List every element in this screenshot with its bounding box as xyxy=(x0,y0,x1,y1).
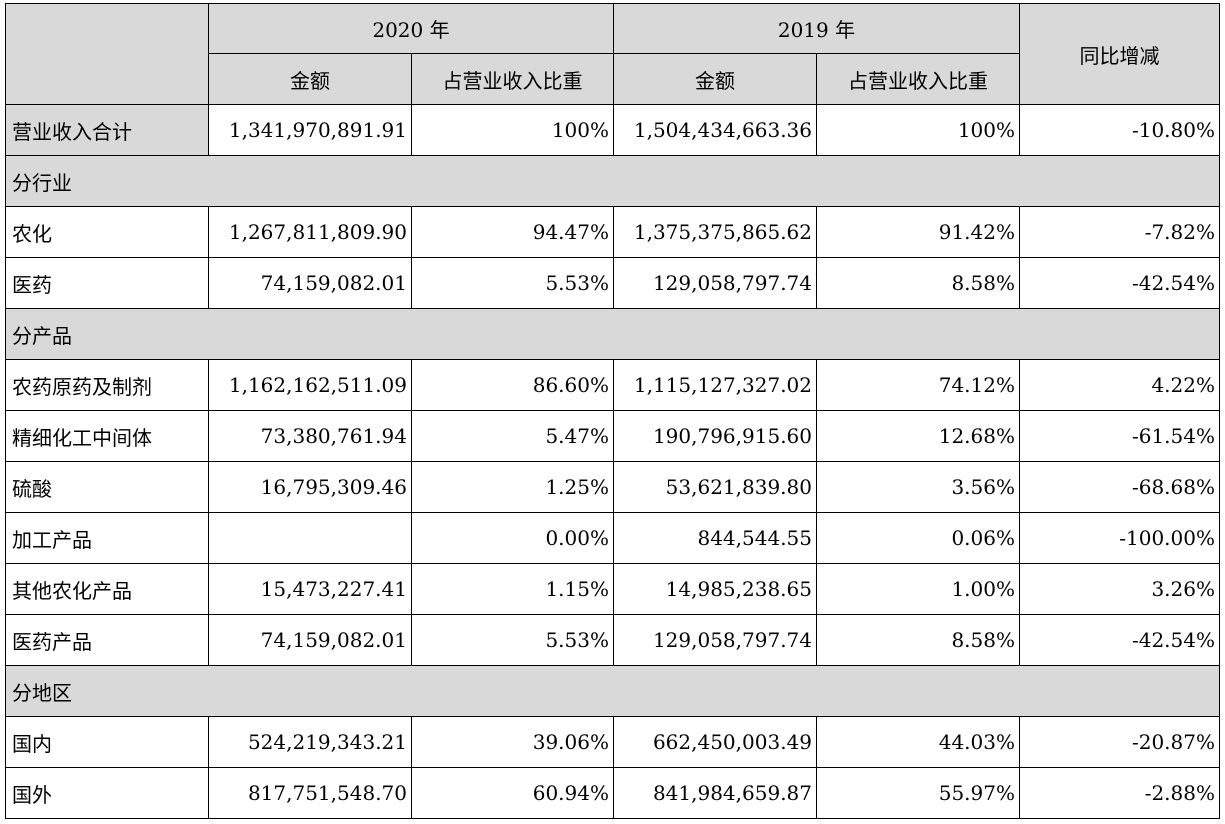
table-row: 加工产品 0.00% 844,544.55 0.06% -100.00% xyxy=(5,512,1220,564)
amount-2019-cell: 190,796,915.60 xyxy=(613,410,817,462)
ratio-2019-cell: 55.97% xyxy=(816,767,1020,819)
ratio-2020-cell: 5.47% xyxy=(411,410,614,462)
table-row: 国外 817,751,548.70 60.94% 841,984,659.87 55.9… xyxy=(5,767,1220,819)
header-row-columns: 金额 占营业收入比重 金额 占营业收入比重 xyxy=(6,53,1220,105)
section-label: 分行业 xyxy=(5,155,1220,207)
revenue-composition-table: 2020 年 2019 年 同比增减 金额 占营业收入比重 金额 占营业收入比重… xyxy=(5,3,1220,819)
ratio-2019-cell: 8.58% xyxy=(816,614,1020,666)
ratio-2020-cell: 86.60% xyxy=(411,359,614,411)
amount-2019-cell: 53,621,839.80 xyxy=(613,461,817,513)
amount-2020-cell: 1,341,970,891.91 xyxy=(208,104,412,156)
yoy-cell: 4.22% xyxy=(1019,359,1220,411)
row-label: 国外 xyxy=(5,767,209,819)
header-year-2019: 2019 年 xyxy=(613,3,1020,54)
row-label: 医药 xyxy=(5,257,209,309)
section-label: 分产品 xyxy=(5,308,1220,360)
amount-2020-cell: 524,219,343.21 xyxy=(208,716,412,768)
ratio-2019-cell: 12.68% xyxy=(816,410,1020,462)
amount-2019-cell: 1,375,375,865.62 xyxy=(613,206,817,258)
ratio-2019-cell: 8.58% xyxy=(816,257,1020,309)
header-amount-2019: 金额 xyxy=(613,53,817,105)
amount-2019-cell: 844,544.55 xyxy=(613,512,817,564)
row-label: 农化 xyxy=(5,206,209,258)
header-year-2020: 2020 年 xyxy=(208,3,614,54)
table-row: 医药产品 74,159,082.01 5.53% 129,058,797.74 8.58… xyxy=(5,614,1220,666)
ratio-2019-cell: 0.06% xyxy=(816,512,1020,564)
table-row: 医药 74,159,082.01 5.53% 129,058,797.74 8.58% -… xyxy=(5,257,1220,309)
table-row: 硫酸 16,795,309.46 1.25% 53,621,839.80 3.56% -6… xyxy=(5,461,1220,513)
row-label: 加工产品 xyxy=(5,512,209,564)
total-row: 营业收入合计 1,341,970,891.91 100% 1,504,434,663.… xyxy=(5,104,1220,156)
yoy-cell: -20.87% xyxy=(1019,716,1220,768)
ratio-2019-cell: 3.56% xyxy=(816,461,1020,513)
amount-2020-cell xyxy=(208,512,412,564)
amount-2020-cell: 15,473,227.41 xyxy=(208,563,412,615)
table-row: 农化 1,267,811,809.90 94.47% 1,375,375,865.62… xyxy=(5,206,1220,258)
section-row: 分产品 xyxy=(5,308,1220,360)
yoy-cell: -42.54% xyxy=(1019,257,1220,309)
amount-2019-cell: 841,984,659.87 xyxy=(613,767,817,819)
section-label: 分地区 xyxy=(5,665,1220,717)
amount-2019-cell: 662,450,003.49 xyxy=(613,716,817,768)
amount-2020-cell: 1,267,811,809.90 xyxy=(208,206,412,258)
yoy-cell: -2.88% xyxy=(1019,767,1220,819)
yoy-cell: 3.26% xyxy=(1019,563,1220,615)
header-ratio-2019: 占营业收入比重 xyxy=(816,53,1020,105)
yoy-cell: -100.00% xyxy=(1019,512,1220,564)
amount-2020-cell: 73,380,761.94 xyxy=(208,410,412,462)
ratio-2020-cell: 94.47% xyxy=(411,206,614,258)
table-row: 国内 524,219,343.21 39.06% 662,450,003.49 44.0… xyxy=(5,716,1220,768)
amount-2020-cell: 74,159,082.01 xyxy=(208,614,412,666)
table-row: 农药原药及制剂 1,162,162,511.09 86.60% 1,115,127,3… xyxy=(5,359,1220,411)
row-label: 国内 xyxy=(5,716,209,768)
row-label: 医药产品 xyxy=(5,614,209,666)
header-ratio-2020: 占营业收入比重 xyxy=(411,53,614,105)
header-corner-cell xyxy=(5,3,209,105)
amount-2019-cell: 14,985,238.65 xyxy=(613,563,817,615)
header-amount-2020: 金额 xyxy=(208,53,412,105)
ratio-2020-cell: 1.25% xyxy=(411,461,614,513)
section-row: 分行业 xyxy=(5,155,1220,207)
row-label: 其他农化产品 xyxy=(5,563,209,615)
section-row: 分地区 xyxy=(5,665,1220,717)
ratio-2019-cell: 74.12% xyxy=(816,359,1020,411)
yoy-cell: -10.80% xyxy=(1019,104,1220,156)
row-label: 农药原药及制剂 xyxy=(5,359,209,411)
ratio-2020-cell: 5.53% xyxy=(411,257,614,309)
ratio-2020-cell: 39.06% xyxy=(411,716,614,768)
yoy-cell: -68.68% xyxy=(1019,461,1220,513)
amount-2019-cell: 129,058,797.74 xyxy=(613,614,817,666)
ratio-2019-cell: 100% xyxy=(816,104,1020,156)
amount-2020-cell: 817,751,548.70 xyxy=(208,767,412,819)
amount-2020-cell: 74,159,082.01 xyxy=(208,257,412,309)
header-row-years: 2020 年 2019 年 同比增减 xyxy=(5,3,1220,105)
amount-2019-cell: 1,115,127,327.02 xyxy=(613,359,817,411)
yoy-cell: -7.82% xyxy=(1019,206,1220,258)
amount-2020-cell: 16,795,309.46 xyxy=(208,461,412,513)
header-yoy-change: 同比增减 xyxy=(1019,3,1220,105)
ratio-2019-cell: 91.42% xyxy=(816,206,1020,258)
table-row: 精细化工中间体 73,380,761.94 5.47% 190,796,915.60 1… xyxy=(5,410,1220,462)
ratio-2020-cell: 0.00% xyxy=(411,512,614,564)
ratio-2019-cell: 1.00% xyxy=(816,563,1020,615)
amount-2020-cell: 1,162,162,511.09 xyxy=(208,359,412,411)
row-label: 营业收入合计 xyxy=(5,104,209,156)
ratio-2019-cell: 44.03% xyxy=(816,716,1020,768)
ratio-2020-cell: 100% xyxy=(411,104,614,156)
yoy-cell: -61.54% xyxy=(1019,410,1220,462)
amount-2019-cell: 129,058,797.74 xyxy=(613,257,817,309)
amount-2019-cell: 1,504,434,663.36 xyxy=(613,104,817,156)
row-label: 精细化工中间体 xyxy=(5,410,209,462)
table-row: 其他农化产品 15,473,227.41 1.15% 14,985,238.65 1.0… xyxy=(5,563,1220,615)
yoy-cell: -42.54% xyxy=(1019,614,1220,666)
row-label: 硫酸 xyxy=(5,461,209,513)
table-body: 营业收入合计 1,341,970,891.91 100% 1,504,434,663.… xyxy=(5,104,1220,819)
ratio-2020-cell: 1.15% xyxy=(411,563,614,615)
ratio-2020-cell: 60.94% xyxy=(411,767,614,819)
ratio-2020-cell: 5.53% xyxy=(411,614,614,666)
